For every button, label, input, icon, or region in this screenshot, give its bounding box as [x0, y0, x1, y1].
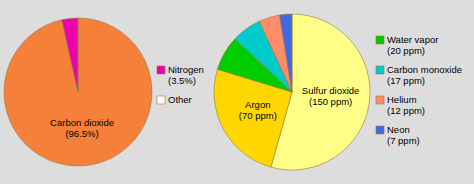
slice-label: (17 ppm): [387, 75, 425, 86]
pie-labels: Carbon dioxide(96.5%) Nitrogen(3.5%) Other: [50, 64, 204, 139]
slice-label: Water vapor: [387, 34, 438, 45]
slice-label: (96.5%): [65, 128, 98, 139]
slice-label: Carbon monoxide: [387, 64, 462, 75]
pie-slice: [259, 15, 292, 92]
slice-label: Argon: [245, 99, 270, 110]
pie-slice: [77, 18, 78, 92]
slice-label: (150 ppm): [309, 96, 352, 107]
pie-slice: [280, 14, 292, 92]
slice-label: Sulfur dioxide: [302, 85, 360, 96]
label-swatch: [376, 66, 384, 74]
slice-label: (12 ppm): [387, 105, 425, 116]
slice-label: Neon: [387, 124, 410, 135]
slice-label: (3.5%): [168, 75, 196, 86]
slice-label: (70 ppm): [239, 110, 277, 121]
slice-label: (7 ppm): [387, 135, 420, 146]
pie-slice: [62, 18, 78, 92]
pie: [214, 14, 370, 170]
label-swatch: [157, 96, 165, 104]
slice-label: Carbon dioxide: [50, 117, 114, 128]
slice-label: (20 ppm): [387, 45, 425, 56]
slice-label: Helium: [387, 94, 417, 105]
background: [0, 0, 474, 184]
label-swatch: [376, 126, 384, 134]
label-swatch: [376, 96, 384, 104]
chart: Carbon dioxide(96.5%) Nitrogen(3.5%) Other…: [0, 0, 474, 184]
label-swatch: [376, 36, 384, 44]
pie-slice: [4, 18, 152, 166]
pie-labels: Sulfur dioxide(150 ppm) Argon(70 ppm) Wate…: [239, 34, 462, 146]
slice-label: Nitrogen: [168, 64, 204, 75]
label-swatch: [157, 66, 165, 74]
pie: [4, 18, 152, 166]
slice-label: Other: [168, 94, 192, 105]
